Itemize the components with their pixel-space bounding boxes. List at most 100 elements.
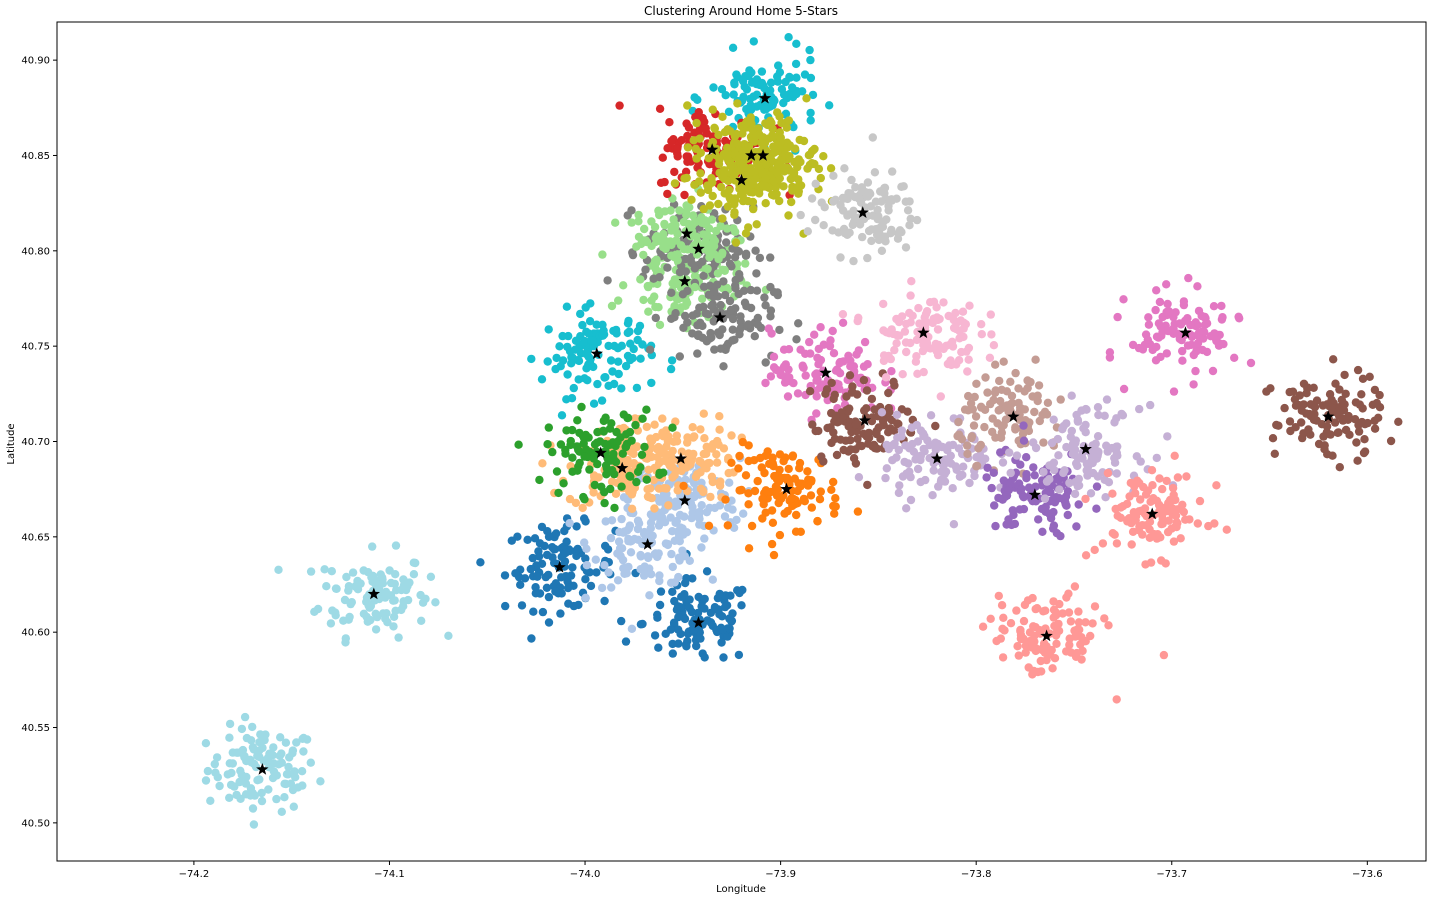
- data-point: [633, 326, 643, 336]
- data-point: [581, 575, 590, 584]
- data-point: [784, 211, 793, 220]
- data-point: [1054, 619, 1063, 629]
- data-point: [643, 281, 652, 291]
- data-point: [699, 204, 708, 214]
- data-point: [642, 422, 651, 432]
- data-point: [544, 618, 554, 627]
- data-point: [919, 432, 928, 441]
- data-point: [817, 198, 826, 207]
- data-point: [728, 43, 738, 52]
- data-point: [610, 341, 619, 351]
- data-point: [651, 265, 661, 274]
- data-point: [718, 248, 727, 257]
- cluster-center-star: [1322, 410, 1335, 422]
- data-point: [905, 221, 914, 230]
- data-point: [654, 206, 663, 215]
- data-point: [1309, 383, 1318, 392]
- data-point: [744, 489, 753, 498]
- data-point: [757, 78, 767, 88]
- data-point: [257, 788, 266, 798]
- data-point: [1152, 342, 1161, 352]
- data-point: [608, 367, 617, 376]
- data-point: [529, 607, 538, 616]
- data-point: [386, 578, 396, 588]
- data-point: [201, 776, 211, 785]
- data-point: [645, 591, 654, 600]
- data-point: [702, 567, 712, 576]
- data-point: [602, 464, 611, 473]
- data-point: [734, 650, 744, 660]
- data-point: [313, 604, 323, 614]
- data-point: [986, 310, 995, 319]
- data-point: [844, 210, 854, 219]
- data-point: [675, 352, 684, 361]
- data-point: [1051, 608, 1061, 617]
- data-point: [1081, 618, 1090, 627]
- data-point: [353, 576, 362, 586]
- data-point: [1139, 482, 1148, 492]
- data-point: [379, 609, 388, 618]
- data-point: [1153, 530, 1162, 539]
- data-point: [792, 89, 801, 99]
- data-point: [1021, 453, 1031, 462]
- cluster-center-star: [1007, 410, 1020, 422]
- data-point: [699, 282, 709, 291]
- data-point: [727, 458, 736, 467]
- data-point: [250, 791, 259, 800]
- data-point: [607, 419, 616, 428]
- data-point: [1131, 512, 1141, 521]
- data-point: [897, 432, 906, 441]
- data-point: [1104, 478, 1114, 487]
- data-point: [551, 364, 560, 374]
- data-point: [665, 118, 674, 127]
- data-point: [1113, 511, 1122, 520]
- data-point: [863, 480, 872, 490]
- data-point: [641, 529, 651, 539]
- data-point: [1372, 398, 1382, 408]
- data-point: [963, 449, 972, 459]
- data-point: [741, 229, 751, 238]
- data-point: [1280, 403, 1289, 413]
- data-point: [581, 554, 590, 563]
- data-point: [716, 344, 725, 353]
- data-point: [718, 214, 727, 223]
- data-point: [1308, 401, 1317, 410]
- data-point: [1002, 491, 1012, 500]
- data-point: [963, 367, 972, 376]
- data-point: [555, 342, 564, 351]
- data-point: [838, 310, 848, 319]
- data-point: [615, 101, 624, 110]
- data-point: [722, 224, 732, 233]
- data-point: [1110, 530, 1119, 539]
- data-point: [237, 724, 247, 734]
- data-point: [1072, 522, 1081, 531]
- data-point: [1125, 492, 1134, 501]
- data-point: [931, 339, 940, 349]
- data-point: [737, 485, 746, 495]
- data-point: [881, 373, 891, 382]
- data-point: [733, 246, 742, 255]
- data-point: [600, 596, 609, 606]
- cluster-center-star: [553, 560, 566, 573]
- data-point: [293, 783, 303, 792]
- data-point: [655, 576, 664, 586]
- data-point: [690, 180, 699, 189]
- data-point: [1014, 384, 1023, 393]
- cluster-center-star: [917, 326, 930, 339]
- data-point: [710, 287, 719, 296]
- data-point: [327, 567, 336, 576]
- data-point: [853, 316, 862, 326]
- data-point: [770, 144, 779, 154]
- data-point: [784, 345, 794, 354]
- data-point: [706, 608, 716, 617]
- data-point: [719, 653, 728, 662]
- data-point: [600, 498, 609, 508]
- data-point: [880, 183, 889, 193]
- data-point: [1065, 640, 1074, 650]
- data-point: [636, 354, 645, 363]
- data-point: [712, 458, 722, 467]
- data-point: [931, 421, 940, 431]
- data-point: [322, 582, 331, 591]
- data-point: [698, 333, 707, 342]
- data-point: [696, 188, 705, 197]
